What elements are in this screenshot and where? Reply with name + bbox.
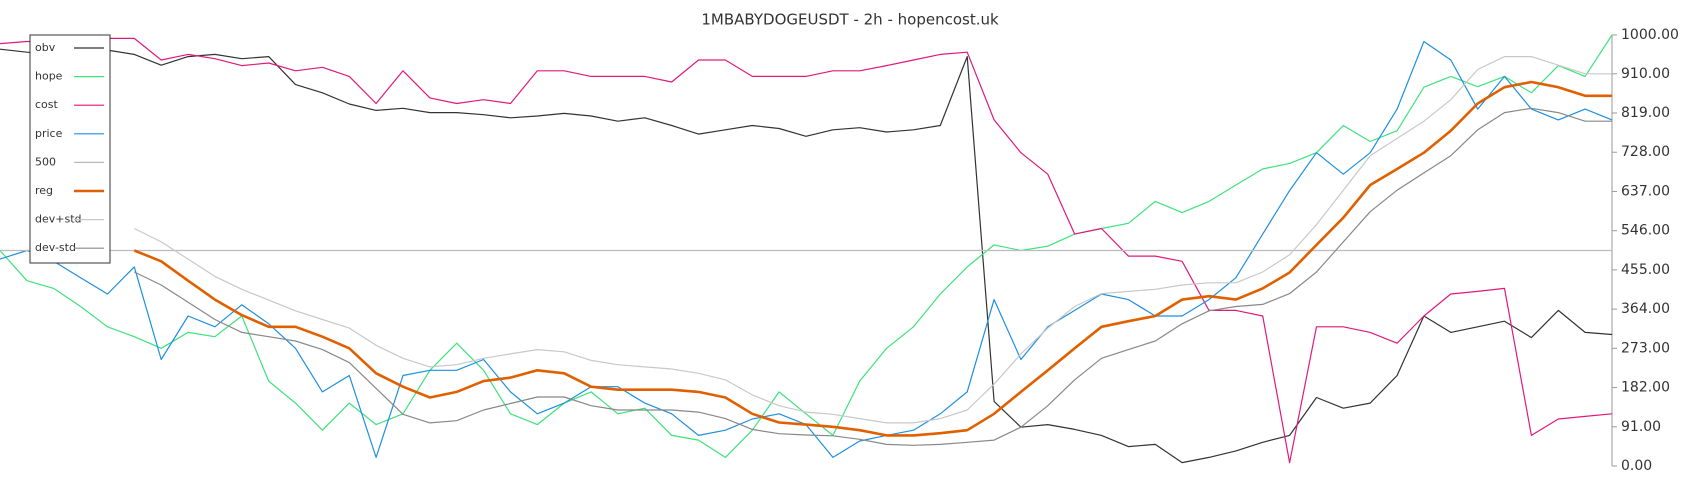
y-tick-label: 637.00 — [1621, 183, 1670, 199]
legend-label: obv — [35, 41, 56, 54]
y-tick-label: 728.00 — [1621, 144, 1670, 160]
y-tick-label: 364.00 — [1621, 301, 1670, 317]
series-line — [134, 56, 1612, 424]
series-line — [0, 48, 1613, 464]
legend-box — [29, 34, 111, 264]
series-line — [0, 40, 1613, 458]
series-line — [134, 107, 1612, 446]
chart-title: 1MBABYDOGEUSDT - 2h - hopencost.uk — [701, 11, 999, 29]
series-line — [133, 80, 1612, 437]
y-tick-label: 0.00 — [1621, 458, 1652, 474]
legend-label: hope — [35, 70, 63, 83]
y-tick-label: 455.00 — [1621, 262, 1670, 278]
y-tick-label: 273.00 — [1621, 340, 1670, 356]
legend-label: cost — [35, 98, 59, 111]
y-tick-label: 910.00 — [1621, 66, 1670, 82]
legend-label: dev+std — [35, 213, 82, 226]
y-tick-label: 546.00 — [1621, 223, 1670, 239]
y-tick-label: 91.00 — [1621, 419, 1661, 435]
y-tick-label: 1000.00 — [1621, 27, 1679, 43]
y-tick-label: 819.00 — [1621, 105, 1670, 121]
legend-label: reg — [35, 184, 53, 197]
series-line — [0, 36, 1613, 464]
legend-label: dev-std — [35, 241, 76, 254]
series-line — [0, 34, 1613, 458]
legend: obv hope cost price 500 reg dev+std dev-std — [29, 34, 111, 264]
y-tick-label: 182.00 — [1621, 380, 1670, 396]
legend-label: price — [35, 127, 63, 140]
legend-label: 500 — [35, 155, 56, 168]
